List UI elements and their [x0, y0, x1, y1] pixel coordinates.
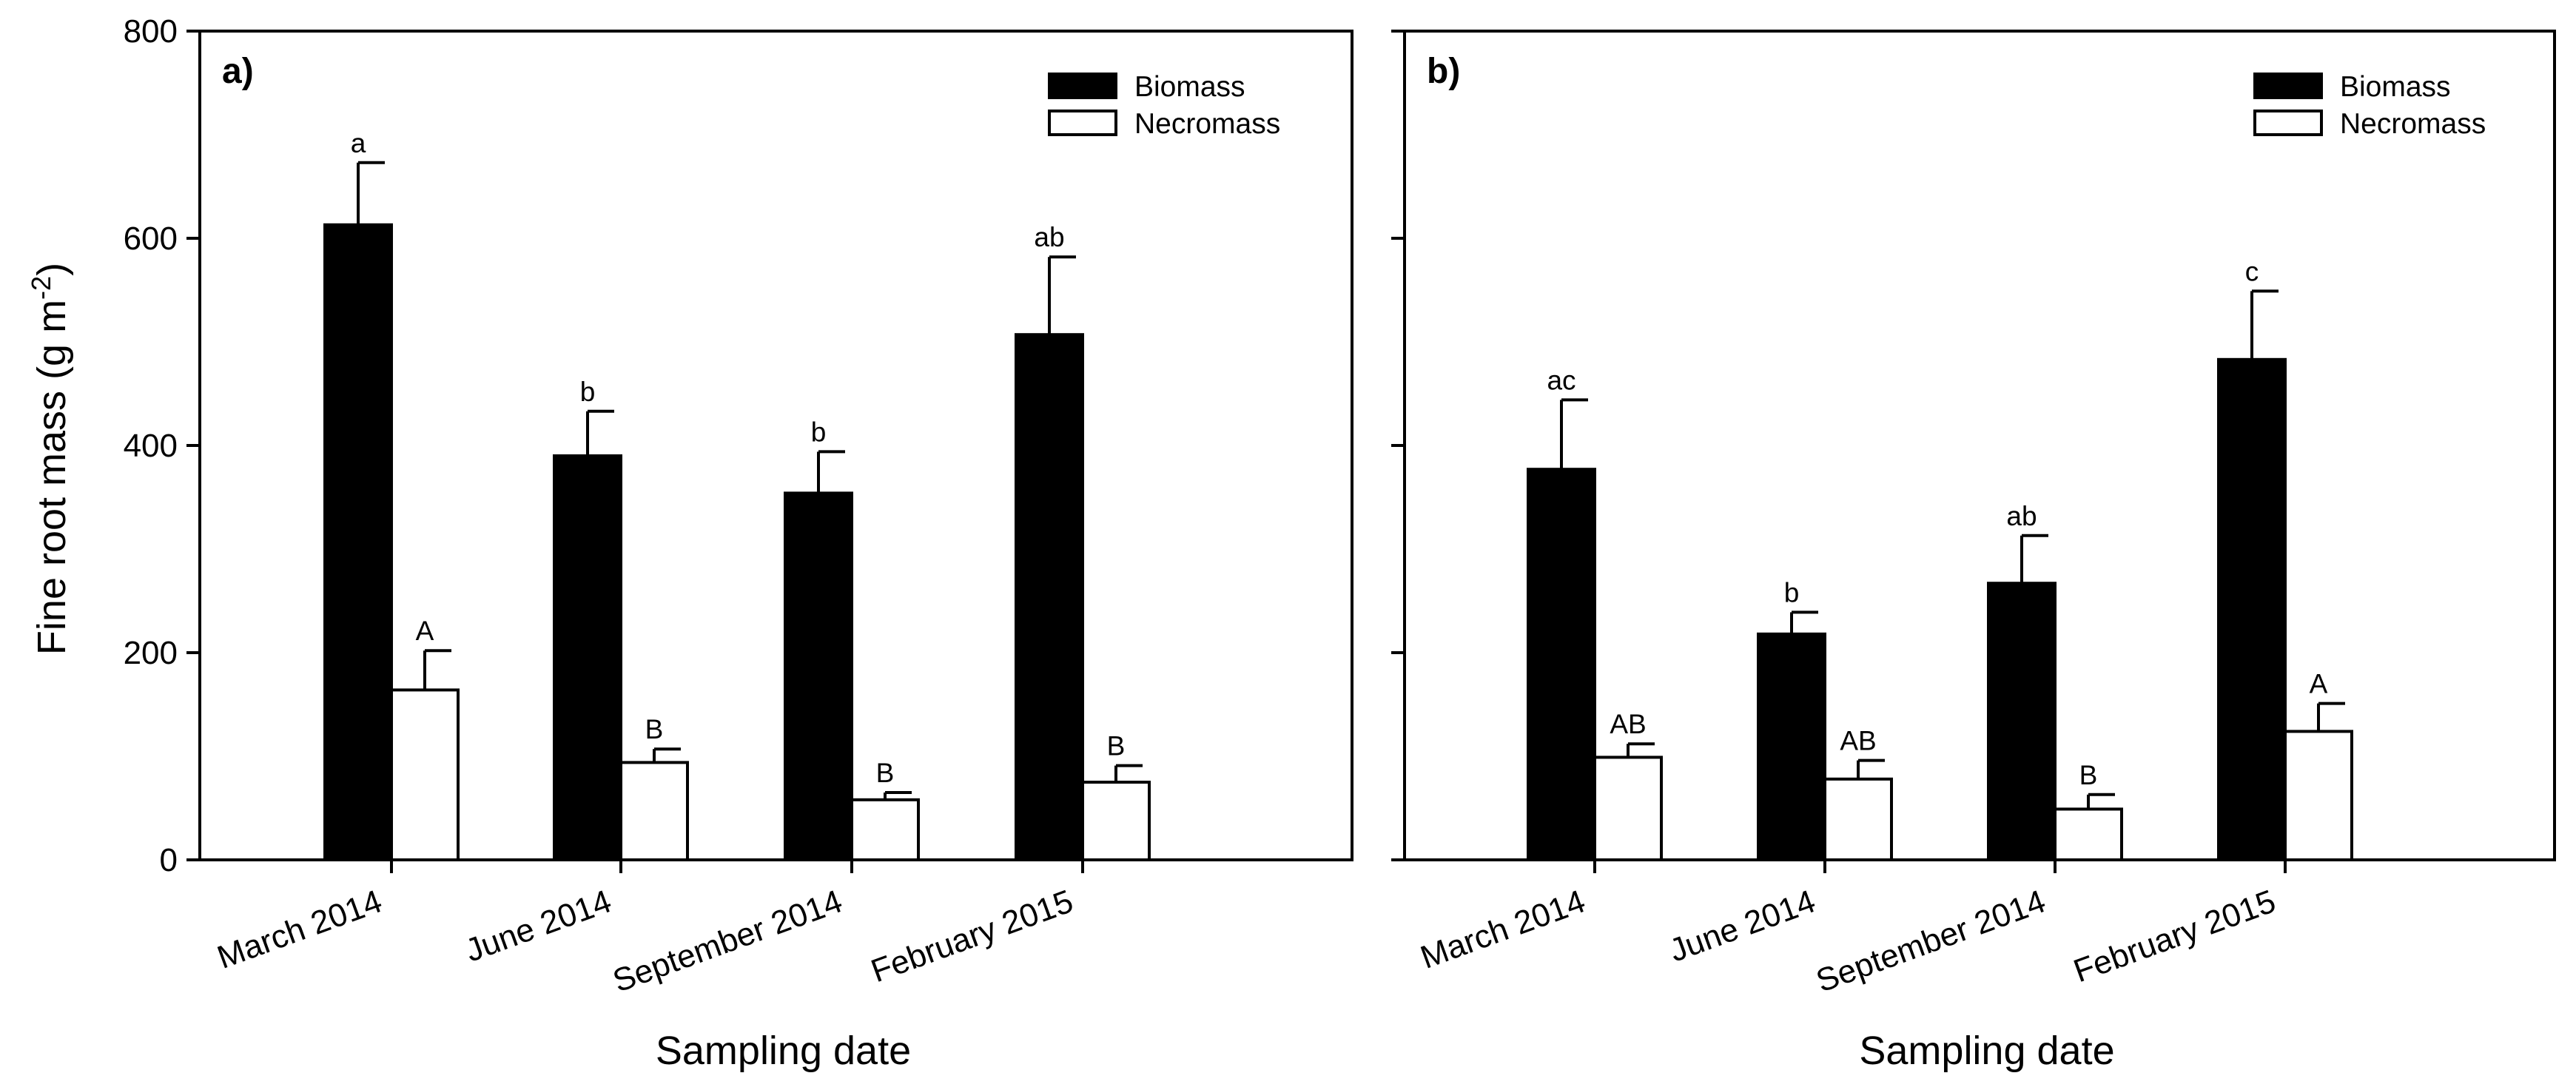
y-tick-label: 600	[124, 221, 178, 257]
x-tick-label: March 2014	[1416, 883, 1590, 976]
significance-letter: B	[876, 758, 895, 788]
y-axis-title-close: )	[30, 263, 74, 276]
significance-letter: b	[580, 377, 596, 407]
necromass-bar	[2284, 730, 2353, 862]
necromass-bar	[1593, 756, 1663, 862]
x-tick-label: June 2014	[461, 883, 616, 969]
legend-swatch-necromass	[2253, 110, 2323, 136]
x-tick-label: February 2015	[2069, 883, 2281, 989]
biomass-bar	[1757, 632, 1826, 861]
significance-letter: a	[351, 128, 366, 158]
significance-letter: A	[2310, 669, 2328, 699]
significance-letter: A	[416, 616, 434, 646]
y-axis-title: Fine root mass (g m-2)	[26, 263, 74, 655]
x-axis-title: Sampling date	[1859, 1029, 2114, 1073]
x-axis-title: Sampling date	[656, 1029, 911, 1073]
significance-letter: b	[1784, 577, 1800, 608]
x-tick-label: February 2015	[867, 883, 1078, 989]
x-tick-label: June 2014	[1665, 883, 1820, 969]
biomass-bar	[323, 223, 393, 861]
significance-letter: B	[1107, 731, 1126, 761]
y-axis-title-superscript: -2	[26, 276, 56, 300]
significance-letter: ac	[1547, 365, 1575, 395]
necromass-bar	[850, 798, 920, 862]
significance-letter: c	[2245, 256, 2259, 286]
significance-letter: ab	[2006, 501, 2037, 531]
necromass-bar	[1081, 781, 1151, 861]
significance-letter: AB	[1610, 709, 1646, 739]
significance-letter: AB	[1840, 726, 1876, 756]
significance-letter: B	[645, 714, 664, 744]
panel-a: 0 200 400 600 800 a A March 2014 b B June 2014 b B Se…	[124, 13, 1353, 1073]
y-tick-label: 400	[124, 428, 178, 464]
y-axis-title-main: Fine root mass (g m	[30, 300, 74, 655]
panel-label: a)	[222, 52, 254, 91]
biomass-bar	[553, 454, 622, 861]
legend-swatch-biomass	[1048, 73, 1117, 99]
svg-text:Fine root mass (g m-2): Fine root mass (g m-2)	[26, 263, 74, 655]
biomass-bar	[1015, 333, 1084, 861]
biomass-bar	[1987, 582, 2057, 861]
biomass-bar	[1527, 468, 1596, 861]
legend-swatch-biomass	[2253, 73, 2323, 99]
legend-label-biomass: Biomass	[2340, 71, 2451, 103]
necromass-bar	[619, 761, 689, 862]
x-tick-label: September 2014	[1812, 883, 2050, 999]
biomass-bar	[784, 491, 853, 862]
necromass-bar	[1823, 777, 1893, 862]
x-tick-label: September 2014	[608, 883, 847, 999]
legend-label-necromass: Necromass	[1134, 108, 1280, 140]
legend-label-necromass: Necromass	[2340, 108, 2486, 140]
significance-letter: b	[811, 417, 827, 447]
necromass-bar	[390, 688, 460, 862]
biomass-bar	[2217, 357, 2287, 861]
y-tick-label: 200	[124, 635, 178, 671]
significance-letter: B	[2079, 760, 2098, 790]
x-tick-label: March 2014	[212, 883, 386, 976]
panel-b: ac AB March 2014 b AB June 2014 ab B September 2…	[1391, 30, 2556, 1073]
y-tick-label: 800	[124, 13, 178, 50]
legend-swatch-necromass	[1048, 110, 1117, 136]
necromass-bar	[2054, 807, 2123, 862]
legend-label-biomass: Biomass	[1134, 71, 1245, 103]
y-tick-label: 0	[160, 842, 178, 878]
significance-letter: ab	[1034, 222, 1064, 252]
panel-label: b)	[1427, 52, 1460, 91]
